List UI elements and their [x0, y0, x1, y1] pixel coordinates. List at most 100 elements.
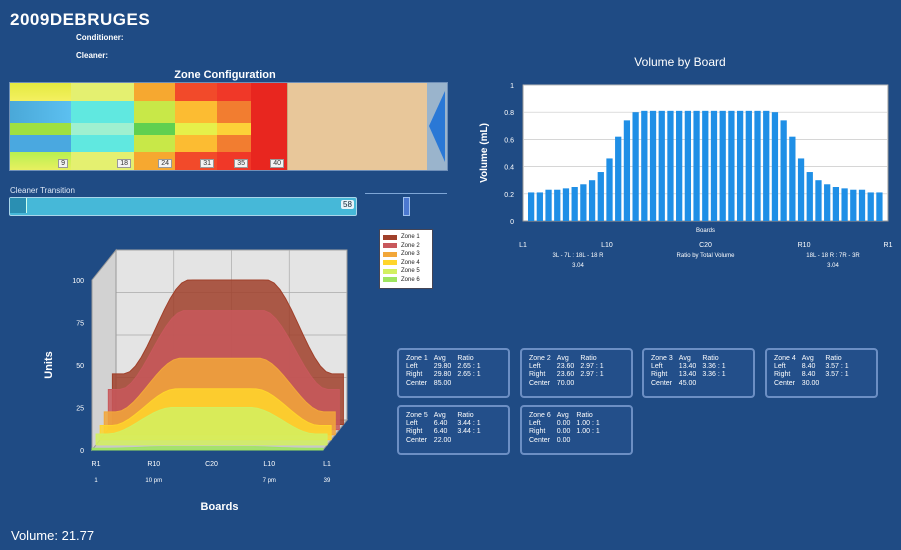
- zone-configuration-title: Zone Configuration: [174, 69, 276, 81]
- y-axis-label: Volume (mL): [479, 123, 490, 183]
- zone-stat-cell: 2.65 : 1: [457, 363, 481, 371]
- bar: [745, 110, 752, 221]
- zone-stat-cell: 0.00: [556, 436, 571, 444]
- zone-stat-cell: Avg: [433, 412, 446, 419]
- volume-by-board-chart: 0 0.2 0.4 0.6 0.8 1 L1 L10 C20 R10 R1 Boards Volume …: [479, 83, 893, 269]
- legend-swatch: [383, 234, 397, 240]
- zone-stat-cell: Left: [529, 420, 541, 428]
- zone-stat-cell: 85.00: [433, 379, 452, 387]
- zone-stat-cell: Right: [529, 371, 546, 379]
- zone-stat-cell: Ratio: [580, 355, 597, 362]
- zone-stat-cell: Right: [774, 371, 791, 379]
- legend-swatch: [383, 268, 397, 274]
- zone-stat-cell: Center: [774, 379, 796, 387]
- zone-stat-cell: [702, 380, 731, 388]
- zone-stat-box: Zone 2 Avg Ratio Left 23.60 2.97 : 1 Right 23.6…: [520, 348, 633, 398]
- x-subtick-label: 1: [94, 478, 98, 484]
- zone-stat-cell: 3.44 : 1: [457, 420, 481, 428]
- legend-label: Zone 3: [401, 251, 420, 258]
- bar: [771, 112, 779, 221]
- zone-stat-cell: 23.60: [556, 363, 575, 371]
- zone-legend: Zone 1 Zone 2 Zone 3 Zone 4 Zone 5 Zone 6: [379, 229, 433, 289]
- zone-stat-cell: Left: [529, 363, 541, 371]
- divider: [365, 193, 447, 194]
- zone-stat-cell: Right: [406, 371, 423, 379]
- x-subtick-label: 10 pm: [145, 478, 162, 484]
- zone-stat-cell: Zone 2: [529, 355, 551, 362]
- zone-column-1[interactable]: 9: [10, 83, 71, 170]
- bar: [702, 110, 709, 221]
- zone-stat-cell: Ratio: [457, 412, 474, 419]
- y-tick-label: 0: [510, 219, 514, 226]
- cleaner-transition-label: Cleaner Transition: [10, 186, 75, 195]
- legend-label: Zone 1: [401, 234, 420, 241]
- zone-column-5[interactable]: 35: [217, 83, 251, 170]
- x-tick-label: R1: [884, 242, 893, 249]
- bar: [562, 188, 570, 221]
- y-tick-label: 75: [76, 321, 84, 328]
- bar: [858, 189, 866, 221]
- cleaner-label: Cleaner:: [76, 51, 109, 60]
- legend-label: Zone 5: [401, 268, 420, 275]
- zone-stat-cell: 29.80: [433, 371, 452, 379]
- bar: [615, 136, 622, 221]
- x-tick-label: R1: [92, 461, 101, 468]
- zone-stat-cell: 22.00: [433, 436, 452, 444]
- legend-entry: Zone 2: [383, 242, 429, 251]
- zone-marker: 9: [58, 159, 68, 168]
- y-tick-label: 0.2: [504, 192, 514, 199]
- x-tick-label: R10: [147, 461, 160, 468]
- zone-column-6[interactable]: 40: [251, 83, 287, 170]
- ratio-annotation: 18L - 18 R : 7R - 3R: [806, 253, 860, 259]
- bar: [554, 189, 561, 221]
- y-tick-label: 0.4: [504, 165, 514, 172]
- legend-swatch: [383, 260, 397, 266]
- zone-stat-box: Zone 4 Avg Ratio Left 8.40 3.57 : 1 Right 8.40 3…: [765, 348, 878, 398]
- bar: [641, 110, 648, 221]
- zone-stat-cell: Left: [406, 363, 418, 371]
- zone-stat-cell: Avg: [556, 355, 569, 362]
- y-axis-label: Units: [43, 351, 55, 379]
- zone-stat-cell: Right: [529, 428, 546, 436]
- zone-configuration-strip[interactable]: 9 18 24 31 35 40: [9, 82, 448, 171]
- zone-stat-cell: Avg: [678, 355, 691, 362]
- bar: [850, 189, 857, 221]
- legend-label: Zone 4: [401, 259, 420, 266]
- zone-stat-cell: 6.40: [433, 420, 448, 428]
- zone-stat-cell: Left: [406, 420, 418, 428]
- zone-stat-cell: 30.00: [801, 379, 820, 387]
- bar: [710, 110, 718, 221]
- zone-stat-cell: 0.00: [556, 428, 571, 436]
- zone-column-2[interactable]: 18: [71, 83, 134, 170]
- zone-stat-cell: Right: [406, 428, 423, 436]
- cleaner-transition-slider[interactable]: [9, 197, 357, 216]
- bar: [754, 110, 761, 221]
- cleaner-transition-slider-handle[interactable]: [10, 198, 27, 213]
- x-tick-label: C20: [699, 242, 712, 249]
- legend-entry: Zone 3: [383, 250, 429, 259]
- conditioner-label: Conditioner:: [76, 33, 124, 42]
- bar: [649, 110, 657, 221]
- volume-total: Volume: 21.77: [11, 528, 95, 543]
- zone-stat-box: Zone 5 Avg Ratio Left 6.40 3.44 : 1 Right 6.40 3…: [397, 405, 510, 455]
- zone-stat-cell: Zone 1: [406, 355, 428, 362]
- bar: [676, 110, 683, 221]
- zone-stat-cell: 3.57 : 1: [825, 363, 849, 371]
- zone-column-4[interactable]: 31: [175, 83, 217, 170]
- zone-stat-cell: Zone 5: [406, 412, 428, 419]
- bar: [684, 110, 692, 221]
- y-tick-label: 0.6: [504, 137, 514, 144]
- zone-column-3[interactable]: 24: [134, 83, 175, 170]
- bar: [824, 184, 831, 221]
- bar: [736, 110, 744, 221]
- slider-end-marker[interactable]: [403, 197, 410, 216]
- bar: [876, 192, 883, 221]
- zone-stat-cell: [457, 437, 486, 445]
- ratio-annotation: 3.04: [572, 263, 584, 269]
- bar: [667, 110, 674, 221]
- zone-stat-cell: 8.40: [801, 363, 816, 371]
- zone-stat-cell: [457, 380, 486, 388]
- zone-stat-cell: Center: [651, 379, 673, 387]
- zone-stat-cell: Center: [529, 379, 551, 387]
- zone-stat-cell: Avg: [556, 412, 569, 419]
